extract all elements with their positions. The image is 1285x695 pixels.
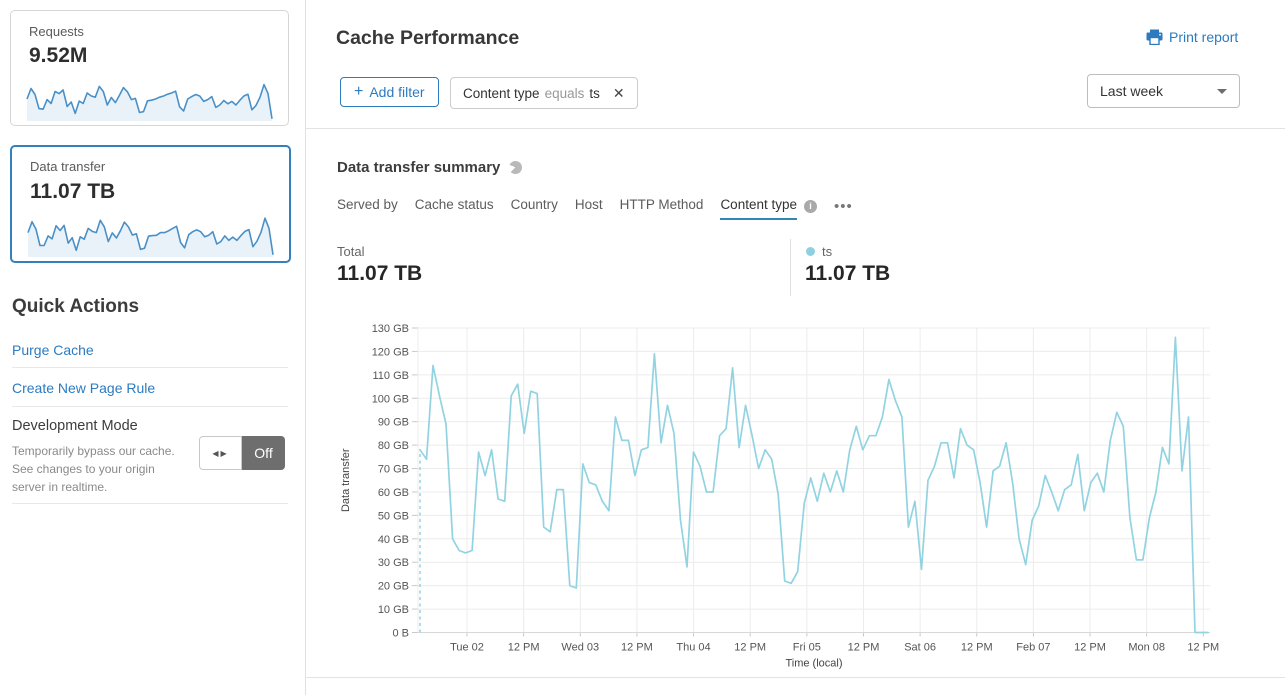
development-mode-toggle[interactable]: ◀▶ Off [199, 436, 285, 470]
svg-text:70 GB: 70 GB [378, 464, 409, 476]
data-transfer-chart[interactable]: 0 B 10 GB 20 GB 30 GB 40 GB 50 GB 60 GB 70 GB 80… [335, 318, 1225, 678]
summary-title: Data transfer summary [337, 159, 501, 176]
date-range-value: Last week [1100, 83, 1164, 99]
filter-field: Content type [463, 85, 540, 101]
purge-cache-link[interactable]: Purge Cache [12, 342, 94, 358]
svg-text:Thu 04: Thu 04 [676, 642, 710, 654]
svg-text:12 PM: 12 PM [848, 642, 880, 654]
print-report-label: Print report [1169, 29, 1239, 45]
svg-text:12 PM: 12 PM [734, 642, 766, 654]
svg-text:12 PM: 12 PM [1187, 642, 1219, 654]
print-report-link[interactable]: Print report [1146, 29, 1238, 45]
data-transfer-card[interactable]: Data transfer 11.07 TB [10, 145, 291, 263]
svg-text:30 GB: 30 GB [378, 557, 409, 569]
bottom-divider [306, 677, 1285, 678]
tab-cache-status[interactable]: Cache status [414, 197, 494, 212]
summary-title-row: Data transfer summary [337, 159, 523, 176]
requests-card-label: Requests [29, 24, 84, 39]
ts-legend-dot [806, 247, 815, 256]
svg-text:10 GB: 10 GB [378, 604, 409, 616]
svg-text:130 GB: 130 GB [372, 323, 409, 335]
stats-divider [790, 239, 791, 296]
requests-card[interactable]: Requests 9.52M [10, 10, 289, 126]
svg-text:Mon 08: Mon 08 [1128, 642, 1165, 654]
tab-http-method[interactable]: HTTP Method [619, 197, 704, 212]
svg-text:50 GB: 50 GB [378, 510, 409, 522]
dimension-tabs: Served by Cache status Country Host HTTP… [337, 197, 853, 228]
divider [12, 406, 288, 407]
svg-text:Wed 03: Wed 03 [561, 642, 599, 654]
tab-host[interactable]: Host [574, 197, 603, 212]
header-divider [306, 128, 1285, 129]
svg-text:Fri 05: Fri 05 [793, 642, 821, 654]
info-icon[interactable]: i [804, 199, 817, 213]
tab-country[interactable]: Country [510, 197, 558, 212]
data-transfer-card-value: 11.07 TB [30, 180, 116, 203]
printer-icon [1146, 29, 1163, 45]
remove-filter-icon[interactable]: ✕ [612, 84, 625, 101]
data-transfer-card-label: Data transfer [30, 159, 106, 174]
svg-text:80 GB: 80 GB [378, 440, 409, 452]
data-transfer-sparkline [27, 217, 274, 257]
svg-text:Feb 07: Feb 07 [1016, 642, 1050, 654]
svg-text:Tue 02: Tue 02 [450, 642, 484, 654]
plus-icon: + [354, 83, 364, 100]
total-label: Total [337, 244, 365, 259]
svg-text:12 PM: 12 PM [508, 642, 540, 654]
svg-text:Data transfer: Data transfer [340, 448, 352, 512]
svg-text:110 GB: 110 GB [373, 370, 410, 382]
requests-sparkline [26, 83, 273, 121]
page-title: Cache Performance [336, 27, 520, 49]
svg-text:Time (local): Time (local) [785, 658, 842, 670]
filter-operator: equals [544, 85, 585, 101]
tab-content-type[interactable]: Content type i [720, 197, 817, 228]
content-type-filter-chip[interactable]: Content type equals ts ✕ [450, 77, 638, 109]
chevron-down-icon [1217, 88, 1227, 94]
quick-actions-heading: Quick Actions [12, 296, 140, 317]
development-mode-description: Temporarily bypass our cache. See change… [12, 444, 175, 494]
filter-value: ts [589, 85, 600, 101]
tab-served-by[interactable]: Served by [337, 197, 398, 212]
toggle-arrows-icon[interactable]: ◀▶ [199, 436, 243, 470]
svg-text:20 GB: 20 GB [378, 581, 409, 593]
ts-legend-name: ts [822, 244, 833, 259]
divider [12, 503, 288, 504]
toggle-state-label: Off [242, 436, 285, 470]
ts-legend-value: 11.07 TB [805, 262, 891, 285]
svg-text:90 GB: 90 GB [378, 417, 409, 429]
add-filter-label: Add filter [369, 84, 425, 100]
svg-text:60 GB: 60 GB [378, 487, 409, 499]
development-mode-title: Development Mode [12, 418, 138, 434]
svg-text:12 PM: 12 PM [621, 642, 653, 654]
total-value: 11.07 TB [337, 262, 423, 285]
svg-text:40 GB: 40 GB [378, 534, 409, 546]
pie-chart-icon [509, 161, 523, 174]
analytics-sidebar: Requests 9.52M Data transfer 11.07 TB Qu… [0, 0, 306, 695]
divider [12, 367, 288, 368]
svg-text:12 PM: 12 PM [961, 642, 993, 654]
svg-text:12 PM: 12 PM [1074, 642, 1106, 654]
requests-card-value: 9.52M [29, 44, 88, 67]
svg-text:Sat 06: Sat 06 [904, 642, 936, 654]
create-page-rule-link[interactable]: Create New Page Rule [12, 380, 156, 396]
svg-text:0 B: 0 B [392, 628, 409, 640]
more-tabs-icon[interactable]: ••• [834, 198, 853, 215]
add-filter-button[interactable]: + Add filter [340, 77, 439, 107]
date-range-select[interactable]: Last week [1087, 74, 1240, 108]
svg-text:100 GB: 100 GB [372, 393, 409, 405]
svg-text:120 GB: 120 GB [372, 346, 409, 358]
